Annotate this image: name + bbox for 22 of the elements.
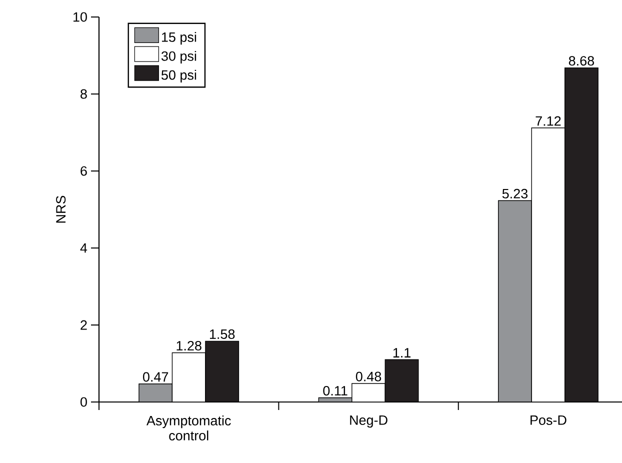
data-label: 1.1 [393,348,410,358]
y-tick-label: 2 [80,320,87,330]
data-label: 5.23 [502,188,528,198]
data-label: 1.28 [176,340,202,351]
y-tick-label: 6 [80,166,87,176]
data-label: 0.47 [142,372,168,382]
data-label: 7.12 [536,116,561,126]
data-label: 0.11 [323,386,348,396]
y-tick-label: 4 [80,243,88,253]
y-tick-label: 8 [80,89,87,99]
y-tick-label: 10 [73,12,87,22]
y-axis-title: NRS [56,196,66,223]
data-label: 0.48 [356,372,382,382]
legend-label: 15 psi [162,32,196,45]
x-tick-label: Asymptomatic control [146,416,231,440]
data-label: 8.68 [568,56,594,66]
legend-label: 30 psi [161,50,196,64]
x-tick-label: Pos-D [530,416,566,425]
data-label: 1.58 [210,329,235,339]
x-tick-label: Neg-D [350,416,388,428]
y-tick-label: 0 [80,397,87,407]
legend-label: 50 psi [161,70,196,82]
